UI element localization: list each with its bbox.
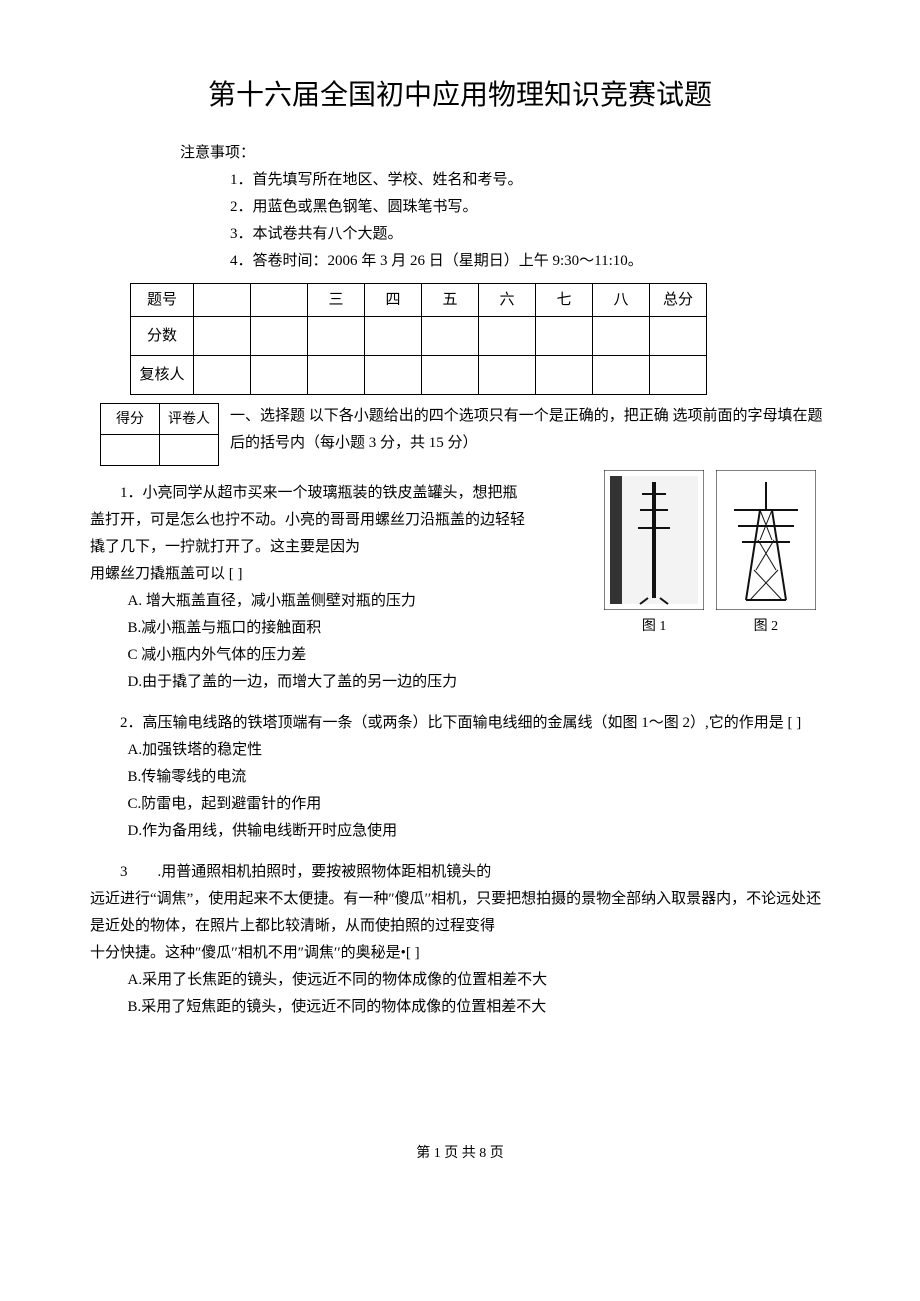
figure-label: 图 2 bbox=[716, 614, 816, 639]
notice-label: 注意事项： bbox=[180, 140, 830, 167]
score-col: 八 bbox=[593, 284, 650, 317]
notice-block: 注意事项： 1．首先填写所在地区、学校、姓名和考号。 2．用蓝色或黑色钢笔、圆珠… bbox=[180, 140, 830, 275]
option: B.传输零线的电流 bbox=[128, 764, 831, 791]
option: A.采用了长焦距的镜头，使远近不同的物体成像的位置相差不大 bbox=[128, 967, 831, 994]
option: A.加强铁塔的稳定性 bbox=[128, 737, 831, 764]
page-footer: 第 1 页 共 8 页 bbox=[90, 1141, 830, 1166]
grader-label: 评卷人 bbox=[160, 404, 219, 435]
score-row-label: 复核人 bbox=[131, 356, 194, 395]
score-col: 总分 bbox=[650, 284, 707, 317]
notice-items: 1．首先填写所在地区、学校、姓名和考号。 2．用蓝色或黑色钢笔、圆珠笔书写。 3… bbox=[230, 167, 830, 275]
score-col: 五 bbox=[422, 284, 479, 317]
option: B.采用了短焦距的镜头，使远近不同的物体成像的位置相差不大 bbox=[128, 994, 831, 1021]
score-row-label: 分数 bbox=[131, 317, 194, 356]
q3-line: 远近进行“调焦”，使用起来不太便捷。有一种″傻瓜′′相机，只要把想拍摄的景物全部… bbox=[90, 886, 830, 940]
notice-item: 2．用蓝色或黑色钢笔、圆珠笔书写。 bbox=[230, 194, 830, 221]
score-row-label: 题号 bbox=[131, 284, 194, 317]
notice-item: 1．首先填写所在地区、学校、姓名和考号。 bbox=[230, 167, 830, 194]
option: C 减小瓶内外气体的压力差 bbox=[128, 642, 831, 669]
figure-2: 图 2 bbox=[716, 470, 816, 639]
grader-table: 得分 评卷人 bbox=[100, 403, 219, 466]
question-3: 3 .用普通照相机拍照时，要按被照物体距相机镜头的 bbox=[90, 859, 830, 886]
question-2: 2．高压输电线路的铁塔顶端有一条（或两条）比下面输电线细的金属线（如图 1～图 … bbox=[90, 710, 830, 737]
q1-line: 1．小亮同学从超市买来一个玻璃瓶装的铁皮盖罐头，想把瓶 bbox=[120, 485, 518, 501]
figure-1: 图 1 bbox=[604, 470, 704, 639]
score-table: 题号 三 四 五 六 七 八 总分 分数 复核人 bbox=[130, 283, 707, 395]
grader-label: 得分 bbox=[101, 404, 160, 435]
score-col: 七 bbox=[536, 284, 593, 317]
q2-options: A.加强铁塔的稳定性 B.传输零线的电流 C.防雷电，起到避雷针的作用 D.作为… bbox=[128, 737, 831, 845]
q3-line: 十分快捷。这种″傻瓜′′相机不用″调焦′′的奥秘是•[ ] bbox=[90, 940, 830, 967]
q3-options: A.采用了长焦距的镜头，使远近不同的物体成像的位置相差不大 B.采用了短焦距的镜… bbox=[128, 967, 831, 1021]
score-col bbox=[251, 284, 308, 317]
notice-item: 3．本试卷共有八个大题。 bbox=[230, 221, 830, 248]
option: C.防雷电，起到避雷针的作用 bbox=[128, 791, 831, 818]
score-col: 三 bbox=[308, 284, 365, 317]
option: D.作为备用线，供输电线断开时应急使用 bbox=[128, 818, 831, 845]
page-title: 第十六届全国初中应用物理知识竞赛试题 bbox=[90, 70, 830, 120]
notice-item: 4．答卷时间：2006 年 3 月 26 日（星期日）上午 9:30～11:10… bbox=[230, 248, 830, 275]
score-col bbox=[194, 284, 251, 317]
figure-label: 图 1 bbox=[604, 614, 704, 639]
score-col: 六 bbox=[479, 284, 536, 317]
figures-block: 图 1 图 2 bbox=[590, 470, 830, 639]
section-intro: 一、选择题 以下各小题给出的四个选项只有一个是正确的，把正确 选项前面的字母填在… bbox=[230, 403, 830, 463]
option: D.由于撬了盖的一边，而增大了盖的另一边的压力 bbox=[128, 669, 831, 696]
score-col: 四 bbox=[365, 284, 422, 317]
